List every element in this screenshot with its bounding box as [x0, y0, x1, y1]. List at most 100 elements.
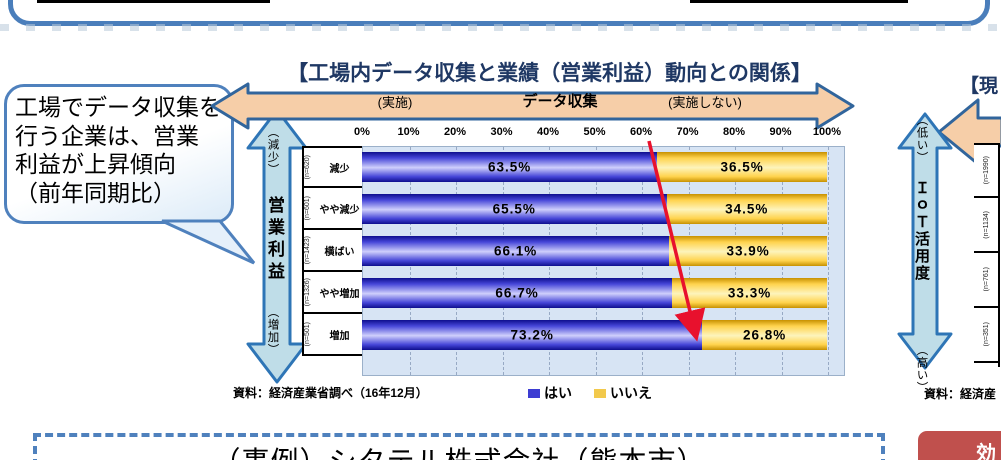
- bar-segment-yes: 65.5%: [362, 194, 667, 224]
- legend-label: はい: [544, 385, 572, 401]
- x-tick: 80%: [722, 126, 746, 138]
- bar-row: 73.2% 26.8%: [362, 314, 845, 356]
- bar-row: 66.7% 33.3%: [362, 272, 845, 314]
- divider-dotted-strip: [0, 24, 1001, 31]
- category-cell: (n=1423) 横ばい: [304, 230, 362, 272]
- stacked-bar: 66.7% 33.3%: [362, 278, 827, 308]
- x-tick: 40%: [536, 126, 560, 138]
- red-banner: 効: [918, 431, 1001, 460]
- top-panel-border: [8, 0, 990, 26]
- axis-label-increase: （増加）: [266, 306, 279, 356]
- x-tick: 20%: [443, 126, 467, 138]
- bar-segment-no: 33.3%: [672, 278, 827, 308]
- callout-line: （前年同期比）: [15, 179, 176, 206]
- x-tick: 30%: [490, 126, 513, 138]
- sample-size-label: (n=1326): [304, 277, 311, 307]
- right-sample-cell: (n=351): [974, 308, 998, 363]
- top-underline-right: [690, 0, 908, 3]
- axis-label-low: （低い）: [915, 114, 928, 164]
- stacked-bar: 63.5% 36.5%: [362, 152, 827, 182]
- bar-segment-no: 36.5%: [657, 152, 827, 182]
- bar-segment-yes: 73.2%: [362, 320, 703, 350]
- callout-line: 利益が上昇傾向: [15, 151, 176, 178]
- x-tick: 10%: [397, 126, 420, 138]
- data-collection-axis-arrow: [210, 82, 855, 130]
- sample-size-label: (n=761): [982, 267, 990, 292]
- right-chart-title-fragment: 【現: [960, 76, 999, 97]
- x-tick: 0%: [354, 126, 370, 138]
- sample-size-label: (n=601): [304, 195, 311, 221]
- sample-size-label: (n=1134): [982, 210, 990, 239]
- sample-size-label: (n=1423): [304, 235, 311, 265]
- bar-rows: 63.5% 36.5% 65.5% 34.5% 66.1% 33.9% 66.7% 33.3%…: [362, 146, 845, 356]
- case-study-box: （事例）シタテル株式会社（熊本市）: [33, 433, 885, 460]
- category-cell: (n=601) やや減少: [304, 188, 362, 230]
- sample-size-label: (n=1990): [982, 156, 990, 185]
- stacked-bar: 73.2% 26.8%: [362, 320, 827, 350]
- x-tick: 70%: [676, 126, 699, 138]
- right-source-fragment: 資料：経済産: [924, 387, 997, 401]
- legend-swatch: [528, 388, 540, 398]
- category-label-column: (n=620) 減少 (n=601) やや減少 (n=1423) 横ばい (n=1326) や…: [302, 146, 362, 356]
- x-axis-ticks: 0% 10% 20% 30% 40% 50% 60% 70% 80% 90% 100%: [354, 126, 845, 140]
- legend: はい いいえ: [528, 383, 652, 403]
- x-tick: 90%: [769, 126, 792, 138]
- category-cell: (n=620) 減少: [304, 146, 362, 188]
- sample-size-label: (n=620): [304, 154, 311, 180]
- right-sample-cell: (n=1990): [974, 143, 998, 198]
- bar-segment-yes: 66.1%: [362, 236, 670, 266]
- bar-segment-yes: 63.5%: [362, 152, 658, 182]
- x-tick: 60%: [629, 126, 653, 138]
- bar-value-yes: 63.5%: [487, 159, 532, 175]
- legend-item: はい: [528, 383, 572, 403]
- legend-swatch: [594, 388, 606, 398]
- gridline: [828, 147, 829, 375]
- bar-row: 65.5% 34.5%: [362, 188, 845, 230]
- x-tick: 100%: [812, 126, 842, 138]
- axis-label-decrease: （減少）: [266, 126, 279, 176]
- operating-profit-axis-arrow: [246, 108, 308, 384]
- arrow-label-data-collection: データ収集: [522, 93, 598, 110]
- callout-line: 行う企業は、営業: [15, 122, 199, 149]
- callout-bubble: 工場でデータ収集を 行う企業は、営業 利益が上昇傾向 （前年同期比）: [4, 84, 234, 224]
- bar-row: 66.1% 33.9%: [362, 230, 845, 272]
- top-underline-left: [37, 0, 270, 3]
- category-label: 横ばい: [324, 246, 355, 258]
- source-note: 資料：経済産業省調べ（16年12月）: [233, 386, 428, 400]
- bar-value-no: 26.8%: [743, 327, 787, 343]
- bar-value-yes: 66.7%: [495, 285, 539, 301]
- axis-label-iot-usage: ＩｏＴ活用度: [913, 180, 930, 282]
- category-label: やや増加: [319, 288, 360, 300]
- stacked-bar: 66.1% 33.9%: [362, 236, 827, 266]
- callout-line: 工場でデータ収集を: [15, 94, 222, 120]
- bar-segment-no: 26.8%: [702, 320, 827, 350]
- category-cell: (n=501) 増加: [304, 314, 362, 356]
- right-sample-column: (n=1990) (n=1134) (n=761) (n=351): [974, 143, 1000, 367]
- bar-value-no: 33.9%: [726, 243, 770, 259]
- arrow-label-not-implemented: (実施しない): [668, 95, 742, 110]
- sample-size-label: (n=501): [304, 321, 311, 347]
- category-label: 増加: [329, 330, 350, 342]
- callout-bubble-tail: [161, 219, 256, 265]
- bar-row: 63.5% 36.5%: [362, 146, 845, 188]
- bar-value-yes: 73.2%: [510, 327, 554, 343]
- category-cell: (n=1326) やや増加: [304, 272, 362, 314]
- arrow-label-implemented: (実施): [377, 95, 413, 110]
- right-sample-cell: (n=761): [974, 253, 998, 308]
- axis-label-operating-profit: 営業利益: [265, 196, 284, 284]
- right-sample-cell: (n=1134): [974, 198, 998, 253]
- chart-title: 【工場内データ収集と業績（営業利益）動向との関係】: [287, 62, 812, 85]
- bar-segment-yes: 66.7%: [362, 278, 673, 308]
- legend-label: いいえ: [610, 385, 652, 401]
- axis-label-high: （高い）: [915, 344, 928, 394]
- stacked-bar: 65.5% 34.5%: [362, 194, 827, 224]
- bar-segment-no: 33.9%: [669, 236, 827, 266]
- bar-value-no: 36.5%: [720, 159, 764, 175]
- category-label: 減少: [329, 163, 350, 175]
- bar-value-no: 34.5%: [725, 201, 769, 217]
- case-study-title: （事例）シタテル株式会社（熊本市）: [37, 440, 881, 460]
- bar-value-no: 33.3%: [727, 285, 772, 301]
- bar-value-yes: 66.1%: [494, 243, 538, 259]
- bar-segment-no: 34.5%: [666, 194, 827, 224]
